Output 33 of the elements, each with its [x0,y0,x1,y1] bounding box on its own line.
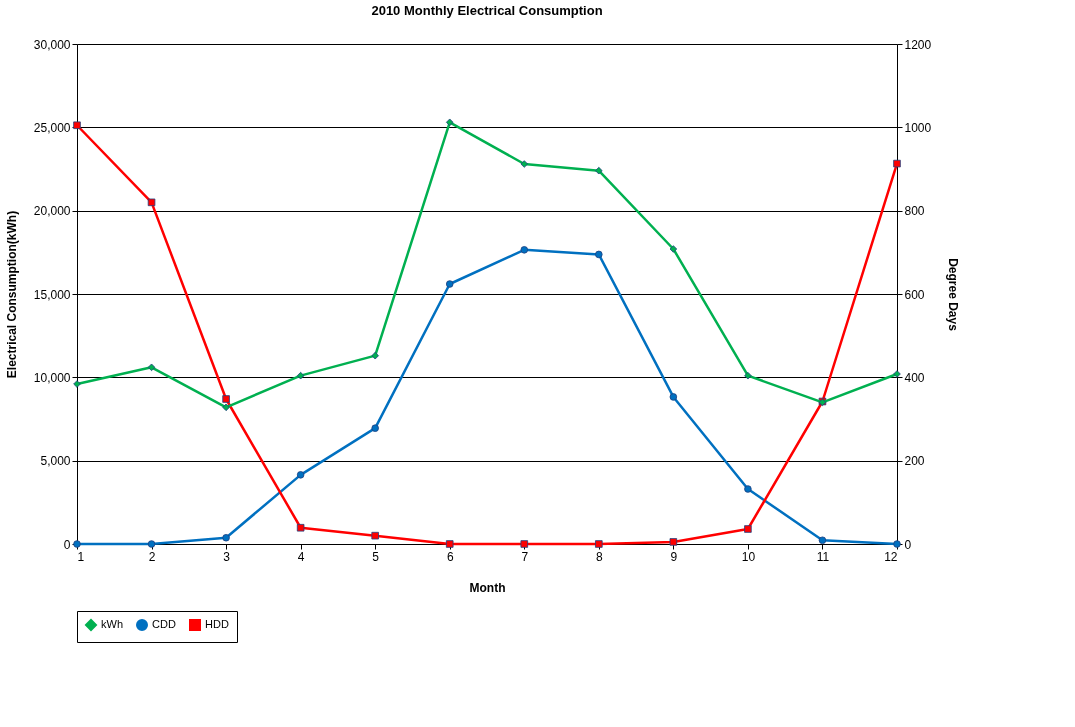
y-tick-label: 0 [63,537,71,552]
legend-label: CDD [152,618,176,630]
x-tick-label: 2 [148,549,156,564]
x-tick-label: 11 [816,549,830,564]
x-tick-label: 9 [670,549,678,564]
y-tick-label: 20,000 [33,204,71,219]
y2-tick-label: 400 [904,370,925,385]
chart-title: 2010 Monthly Electrical Consumption [371,3,603,18]
x-tick-label: 3 [223,549,231,564]
y2-tick-label: 1000 [904,120,932,135]
x-tick-label: 6 [446,549,454,564]
x-axis-title: Month [469,580,506,595]
y-tick-label: 25,000 [33,120,71,135]
y2-axis-title: Degree Days [946,258,961,332]
x-tick-label: 5 [372,549,380,564]
x-tick-label: 7 [521,549,529,564]
y2-tick-label: 1200 [904,37,932,52]
x-tick-label: 12 [884,549,898,564]
y2-tick-label: 800 [904,204,925,219]
y2-tick-label: 200 [904,454,925,469]
x-tick-label: 4 [297,549,305,564]
y-tick-label: 30,000 [33,37,71,52]
y-axis-title: Electrical Consumption(kWh) [4,210,19,379]
y-tick-label: 10,000 [33,370,71,385]
x-tick-label: 1 [77,549,85,564]
y-tick-label: 5,000 [40,454,71,469]
x-tick-label: 8 [595,549,603,564]
y2-tick-label: 600 [904,287,925,302]
y-tick-label: 15,000 [33,287,71,302]
x-tick-label: 10 [741,549,756,564]
legend-label: kWh [101,618,123,630]
legend-label: HDD [205,618,229,630]
y2-tick-label: 0 [904,537,912,552]
